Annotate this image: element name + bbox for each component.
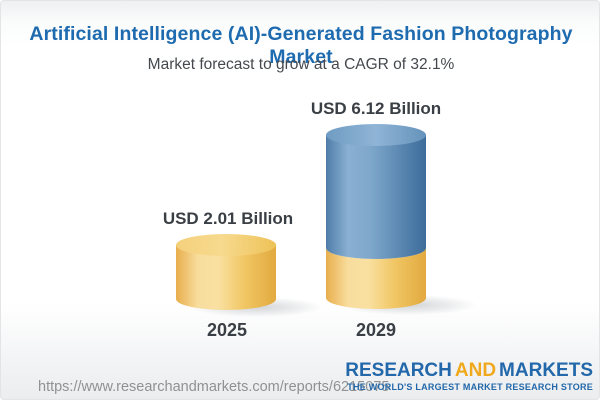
category-label-2029: 2029 [355,320,397,340]
value-label-2029: USD 6.12 Billion [310,99,442,118]
research-and-markets-logo: RESEARCH AND MARKETS THE WORLD'S LARGEST M… [345,361,593,392]
bar-2029-cylinder [326,124,426,309]
value-label-2025: USD 2.01 Billion [162,209,294,228]
bar-2029-top-segment [326,135,426,259]
logo-word-markets: MARKETS [499,360,593,381]
category-label-2025: 2025 [206,320,248,340]
logo-word-and: AND [454,360,497,381]
page-title: Artificial Intelligence (AI)-Generated F… [29,23,573,68]
bar-2029-base-segment [326,248,426,309]
bar-2025-cylinder [176,234,276,310]
logo-word-research: RESEARCH [345,360,452,381]
report-url: https://www.researchandmarkets.com/repor… [38,379,390,395]
logo-tagline: THE WORLD'S LARGEST MARKET RESEARCH STOR… [347,382,593,392]
logo-wordmark: RESEARCH AND MARKETS [345,361,593,380]
page-subtitle: Market forecast to grow at a CAGR of 32.… [147,56,455,73]
